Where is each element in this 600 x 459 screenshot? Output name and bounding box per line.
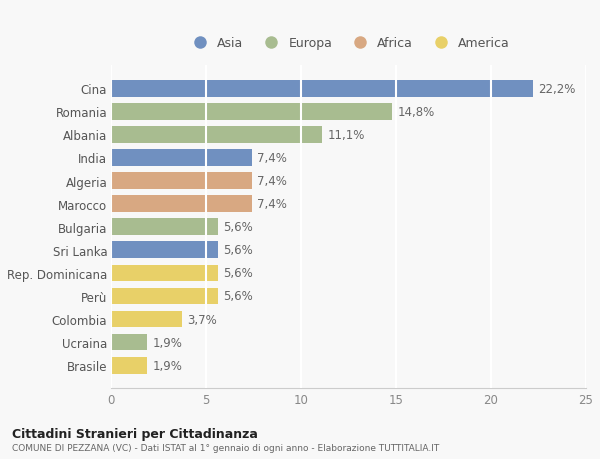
Text: Cittadini Stranieri per Cittadinanza: Cittadini Stranieri per Cittadinanza xyxy=(12,427,258,440)
Bar xyxy=(112,334,148,351)
Text: 14,8%: 14,8% xyxy=(398,106,435,118)
Bar xyxy=(112,104,392,120)
Text: 22,2%: 22,2% xyxy=(538,83,575,95)
Bar xyxy=(112,288,218,305)
Text: 5,6%: 5,6% xyxy=(223,290,253,303)
Text: 11,1%: 11,1% xyxy=(328,129,365,141)
Bar xyxy=(112,311,182,328)
Legend: Asia, Europa, Africa, America: Asia, Europa, Africa, America xyxy=(184,34,514,54)
Text: 3,7%: 3,7% xyxy=(187,313,217,326)
Bar xyxy=(112,173,252,190)
Text: 7,4%: 7,4% xyxy=(257,151,287,165)
Text: 7,4%: 7,4% xyxy=(257,174,287,188)
Text: 5,6%: 5,6% xyxy=(223,244,253,257)
Text: COMUNE DI PEZZANA (VC) - Dati ISTAT al 1° gennaio di ogni anno - Elaborazione TU: COMUNE DI PEZZANA (VC) - Dati ISTAT al 1… xyxy=(12,443,439,452)
Bar xyxy=(112,127,322,143)
Bar xyxy=(112,357,148,374)
Bar xyxy=(112,242,218,258)
Text: 5,6%: 5,6% xyxy=(223,267,253,280)
Text: 5,6%: 5,6% xyxy=(223,221,253,234)
Text: 1,9%: 1,9% xyxy=(153,359,183,372)
Text: 1,9%: 1,9% xyxy=(153,336,183,349)
Bar xyxy=(112,265,218,281)
Bar xyxy=(112,219,218,235)
Bar xyxy=(112,81,533,97)
Text: 7,4%: 7,4% xyxy=(257,198,287,211)
Bar xyxy=(112,150,252,167)
Bar xyxy=(112,196,252,213)
